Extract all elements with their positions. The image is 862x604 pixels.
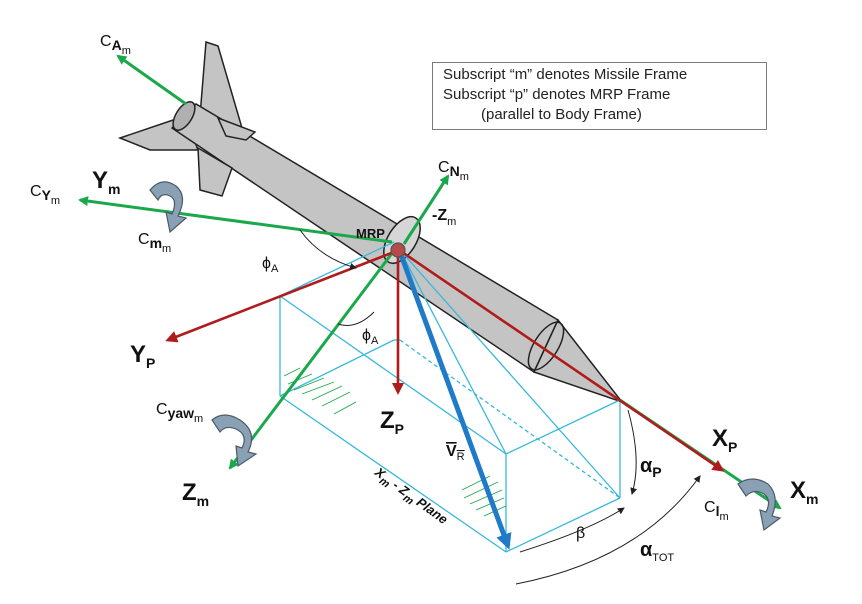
label-beta: β: [576, 525, 585, 542]
missile-tail-cap: [172, 101, 196, 131]
plane-hatching: [283, 367, 507, 517]
rotation-arrows: [149, 181, 782, 532]
hatch: [311, 385, 343, 401]
label-cn: CNm: [438, 159, 469, 183]
box-edge: [279, 339, 395, 397]
label-xp: XP: [712, 425, 737, 455]
box-edge: [505, 497, 621, 553]
label-alpha-p: αP: [640, 455, 662, 480]
legend-line-mrp-frame: Subscript “p” denotes MRP Frame: [443, 86, 671, 103]
box-diagonal: [399, 249, 507, 455]
hatch: [287, 373, 313, 385]
label-yp: YP: [130, 341, 155, 371]
axis-ca: [116, 54, 187, 106]
box-edge: [279, 395, 507, 553]
label-cy: CYm: [30, 183, 60, 207]
velocity-vector: [397, 251, 512, 550]
box-edge: [279, 241, 395, 297]
label-xm: Xm: [790, 477, 818, 507]
hatch: [301, 381, 335, 395]
hatch: [333, 401, 357, 415]
axis-ym: [78, 196, 393, 244]
label-alpha-tot: αTOT: [640, 539, 674, 564]
mrp-point: [390, 242, 406, 258]
hatch: [469, 489, 503, 505]
box-edge: [505, 399, 621, 455]
label-neg-zm: -Zm: [432, 207, 456, 228]
beta-arc: [519, 507, 625, 553]
hatch: [321, 391, 351, 407]
axis-zm: [228, 247, 398, 470]
cl-rotation-icon: [737, 478, 782, 532]
phi-a-arc-lower: [337, 311, 375, 326]
phi-a-arc-upper: [299, 229, 357, 270]
missile-nose-ring: [527, 321, 565, 371]
box-diagonal: [399, 249, 621, 499]
alpha-tot-arc: [515, 475, 701, 585]
axis-cn: [402, 174, 450, 245]
legend-line-parallel-note: (parallel to Body Frame): [481, 106, 642, 123]
label-zm: Zm: [182, 479, 209, 509]
missile-nose: [532, 318, 625, 404]
legend-box: Subscript “m” denotes Missile Frame Subs…: [432, 62, 767, 130]
label-cyaw: Cyawm: [156, 401, 203, 425]
box-hidden-edge: [399, 339, 621, 499]
label-cm: Cmm: [138, 231, 171, 255]
hatch: [463, 481, 499, 499]
alpha-p-arc: [627, 409, 638, 495]
label-plane: Xm - Zm Plane: [369, 464, 451, 531]
label-ym: Ym: [92, 167, 120, 197]
axis-xp: [401, 250, 725, 472]
angle-arcs: [299, 229, 701, 585]
cyaw-rotation-icon: [211, 414, 258, 468]
box-edge: [279, 295, 507, 455]
hatch: [293, 377, 325, 391]
missile-fin-right: [216, 116, 257, 141]
missile-fin-lower: [197, 146, 233, 197]
label-zp: ZP: [380, 407, 404, 437]
projection-box: [279, 241, 621, 553]
hatch: [283, 367, 301, 377]
cm-rotation-icon: [149, 181, 188, 234]
legend-line-missile-frame: Subscript “m” denotes Missile Frame: [443, 66, 688, 83]
label-phi-a-upper: ϕA: [262, 255, 279, 275]
label-cl: Clm: [704, 499, 729, 523]
label-mrp: MRP: [356, 226, 385, 241]
label-vr: VR: [446, 443, 465, 463]
label-ca: CAm: [100, 33, 131, 57]
label-phi-a-lower: ϕA: [362, 327, 379, 347]
